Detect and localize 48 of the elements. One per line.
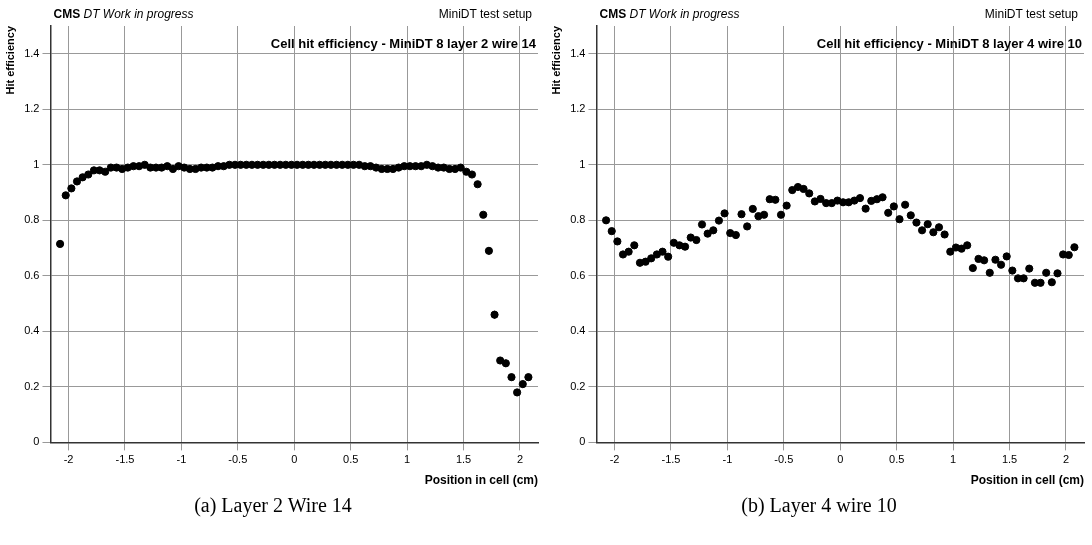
x-tick-label: 1 (950, 453, 957, 466)
x-tick-label: 1.5 (455, 453, 472, 466)
text: MiniDT test setup (438, 7, 533, 21)
y-tick-label: 0.8 (24, 213, 40, 226)
y-axis-title: Hit efficiency (549, 25, 562, 95)
y-tick-label: 0.8 (570, 213, 586, 226)
text: (b) Layer 4 wire 10 (740, 494, 898, 517)
x-tick-label: 0 (837, 453, 844, 466)
x-tick-label: -1 (722, 453, 733, 466)
y-tick-label: 0.2 (570, 379, 586, 392)
y-tick-label: 1.2 (570, 102, 586, 115)
x-tick-label: -1.5 (661, 453, 681, 466)
x-tick-label: 2 (516, 453, 524, 466)
x-tick-label: -1 (176, 453, 187, 466)
y-tick-label: 0.6 (570, 268, 586, 281)
y-tick-label: 0 (579, 435, 586, 448)
y-axis-title: Hit efficiency (3, 25, 16, 95)
x-tick-label: -0.5 (774, 453, 794, 466)
y-tick-label: 0 (33, 435, 40, 448)
text: CMS (599, 7, 627, 21)
y-tick-label: 1 (33, 157, 40, 170)
x-tick-label: -1.5 (115, 453, 135, 466)
y-tick-label: 1.4 (570, 46, 586, 59)
x-tick-label: 0.5 (889, 453, 905, 466)
y-tick-label: 1.4 (24, 46, 40, 59)
y-tick-label: 1.2 (24, 102, 40, 115)
y-tick-label: 0.2 (24, 379, 40, 392)
x-tick-label: 0 (291, 453, 298, 466)
text: DT Work in progress (629, 7, 740, 21)
x-tick-label: -2 (609, 453, 620, 466)
text: Cell hit efficiency - MiniDT 8 layer 2 wire 14 (270, 36, 537, 51)
x-tick-label: 1 (404, 453, 411, 466)
text: CMS (53, 7, 81, 21)
text: Cell hit efficiency - MiniDT 8 layer 4 wire 10 (816, 36, 1082, 51)
x-tick-label: 1.5 (1001, 453, 1018, 466)
x-axis-title: Position in cell (cm) (970, 473, 1084, 488)
x-tick-label: 0.5 (343, 453, 359, 466)
y-tick-label: 0.4 (570, 324, 586, 337)
y-tick-label: 0.4 (24, 324, 40, 337)
x-tick-label: -0.5 (228, 453, 248, 466)
text: (a) Layer 2 Wire 14 (193, 494, 353, 517)
x-tick-label: 2 (1062, 453, 1070, 466)
text: DT Work in progress (83, 7, 194, 21)
x-axis-title: Position in cell (cm) (424, 473, 538, 488)
text: MiniDT test setup (984, 7, 1079, 21)
y-tick-label: 0.6 (24, 268, 40, 281)
y-tick-label: 1 (579, 157, 586, 170)
x-tick-label: -2 (63, 453, 74, 466)
